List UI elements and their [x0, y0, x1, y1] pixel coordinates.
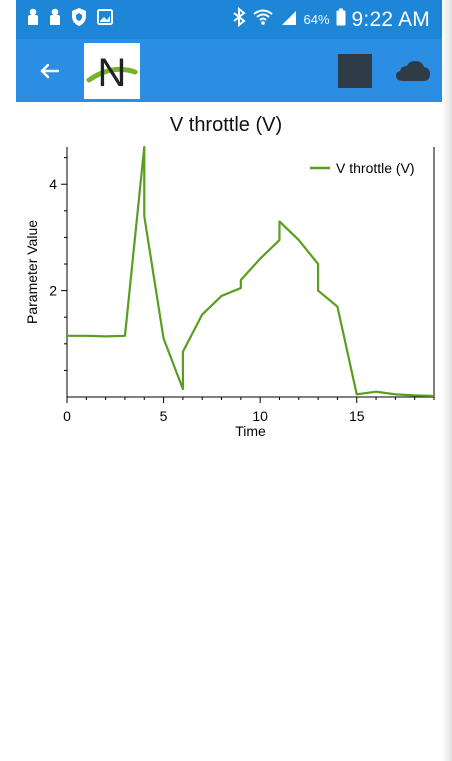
bluetooth-icon — [232, 6, 246, 33]
y-axis-tick-label: 4 — [49, 176, 57, 192]
x-axis-tick-label: 15 — [349, 408, 365, 424]
wifi-icon — [252, 8, 274, 32]
x-axis-label: Time — [235, 423, 266, 439]
app-bar: N — [16, 39, 442, 102]
y-axis-tick-label: 2 — [49, 283, 57, 299]
status-left-icons — [26, 7, 114, 32]
status-bar: 64% 9:22 AM — [16, 0, 442, 39]
x-axis-tick-label: 10 — [252, 408, 268, 424]
stop-button[interactable] — [338, 53, 372, 88]
legend-label: V throttle (V) — [336, 160, 415, 176]
chart: 0 5 10 15 2 4 Time Parameter Value V throttle (V… — [24, 145, 435, 439]
cloud-icon — [396, 60, 430, 81]
chart-title: V throttle (V) — [169, 114, 283, 136]
status-time: 9:22 AM — [351, 7, 430, 31]
battery-icon — [336, 8, 346, 32]
arrow-left-icon — [40, 63, 60, 78]
back-button[interactable] — [30, 52, 68, 90]
x-axis-tick-label: 5 — [160, 408, 168, 424]
status-right-icons: 64% 9:22 AM — [232, 6, 430, 33]
shield-icon — [70, 7, 88, 32]
x-axis-tick-label: 0 — [63, 408, 71, 424]
brand-logo-letter: N — [98, 51, 127, 95]
right-edge-shadow — [442, 0, 452, 761]
battery-percent: 64% — [303, 12, 330, 27]
person-icon — [26, 8, 40, 31]
brand-logo: N — [84, 42, 140, 99]
person-icon — [48, 8, 62, 31]
signal-icon — [280, 8, 298, 32]
y-axis-label: Parameter Value — [24, 220, 40, 324]
series-line — [67, 145, 435, 398]
content-area — [16, 102, 442, 761]
image-icon — [96, 8, 114, 31]
cloud-button[interactable] — [394, 57, 432, 85]
